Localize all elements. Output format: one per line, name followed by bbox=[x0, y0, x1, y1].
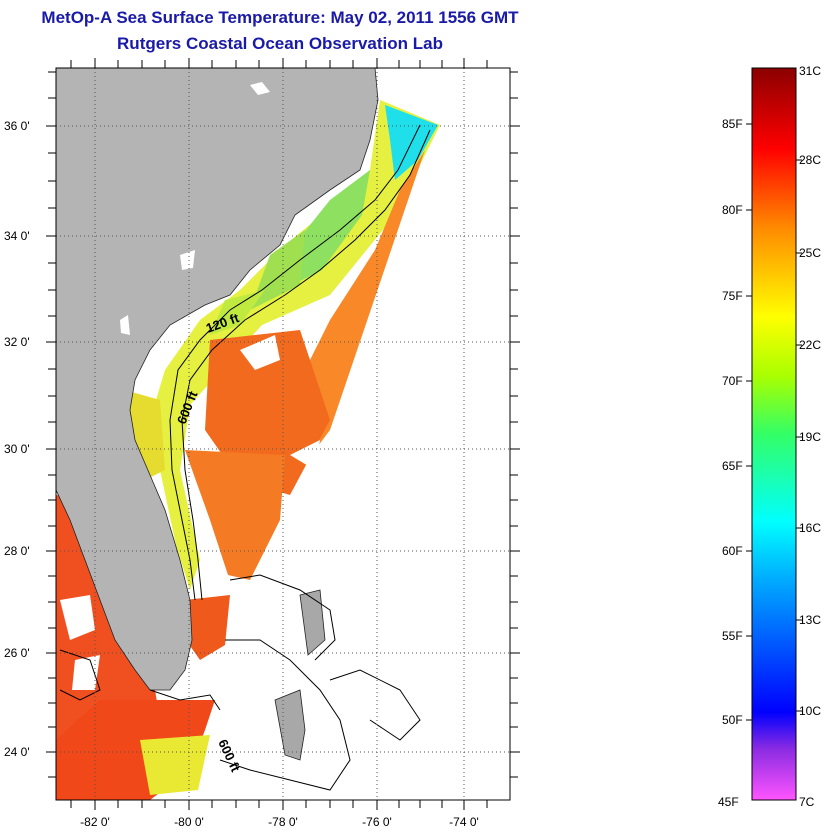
cuba-bahamas-land bbox=[274, 689, 306, 761]
lat-tick-label: 34 0' bbox=[4, 229, 30, 243]
lat-tick-label: 26 0' bbox=[4, 646, 30, 660]
colorbar-celsius-label: 31C bbox=[799, 64, 821, 78]
colorbar-fahrenheit-label: 55F bbox=[722, 629, 743, 643]
colorbar-celsius-label: 7C bbox=[799, 795, 815, 809]
lat-tick-label: 30 0' bbox=[4, 442, 30, 456]
lon-tick-label: -80 0' bbox=[174, 815, 204, 829]
colorbar-celsius-label: 22C bbox=[799, 338, 821, 352]
lon-tick-label: -82 0' bbox=[80, 815, 110, 829]
colorbar-scale bbox=[751, 67, 797, 801]
map-subtitle: Rutgers Coastal Ocean Observation Lab bbox=[117, 34, 443, 53]
us-mainland bbox=[56, 68, 379, 691]
bathymetry-contours bbox=[59, 124, 431, 791]
lon-tick-label: -78 0' bbox=[268, 815, 298, 829]
colorbar-fahrenheit-label: 45F bbox=[718, 795, 739, 809]
colorbar-fahrenheit-label: 50F bbox=[722, 713, 743, 727]
axis-minor-ticks bbox=[48, 60, 518, 808]
lat-tick-label: 28 0' bbox=[4, 544, 30, 558]
colorbar-celsius-label: 19C bbox=[799, 430, 821, 444]
colorbar-fahrenheit-label: 80F bbox=[722, 203, 743, 217]
lon-tick-label: -76 0' bbox=[362, 815, 392, 829]
map-area bbox=[56, 68, 510, 800]
colorbar-ticks bbox=[746, 123, 802, 721]
colorbar-fahrenheit-label: 75F bbox=[722, 289, 743, 303]
lat-tick-label: 32 0' bbox=[4, 335, 30, 349]
lat-tick-label: 36 0' bbox=[4, 119, 30, 133]
colorbar-fahrenheit-label: 60F bbox=[722, 544, 743, 558]
lon-axis: -82 0' -80 0' -78 0' -76 0' -74 0' bbox=[80, 58, 479, 829]
lat-axis: 36 0' 34 0' 32 0' 30 0' 28 0' 26 0' 24 0… bbox=[4, 119, 520, 759]
map-title: MetOp-A Sea Surface Temperature: May 02,… bbox=[41, 8, 519, 27]
colorbar-celsius-label: 25C bbox=[799, 246, 821, 260]
colorbar-celsius-label: 10C bbox=[799, 704, 821, 718]
colorbar-fahrenheit-label: 85F bbox=[722, 117, 743, 131]
colorbar: 31C 28C 25C 22C 19C 16C 13C 10C 7C 85F 8… bbox=[718, 64, 821, 809]
lat-tick-label: 24 0' bbox=[4, 745, 30, 759]
colorbar-celsius-label: 16C bbox=[799, 521, 821, 535]
colorbar-celsius-label: 28C bbox=[799, 153, 821, 167]
colorbar-fahrenheit-label: 65F bbox=[722, 459, 743, 473]
colorbar-celsius-label: 13C bbox=[799, 613, 821, 627]
lon-tick-label: -74 0' bbox=[449, 815, 479, 829]
colorbar-fahrenheit-label: 70F bbox=[722, 374, 743, 388]
land-mass bbox=[56, 68, 379, 761]
